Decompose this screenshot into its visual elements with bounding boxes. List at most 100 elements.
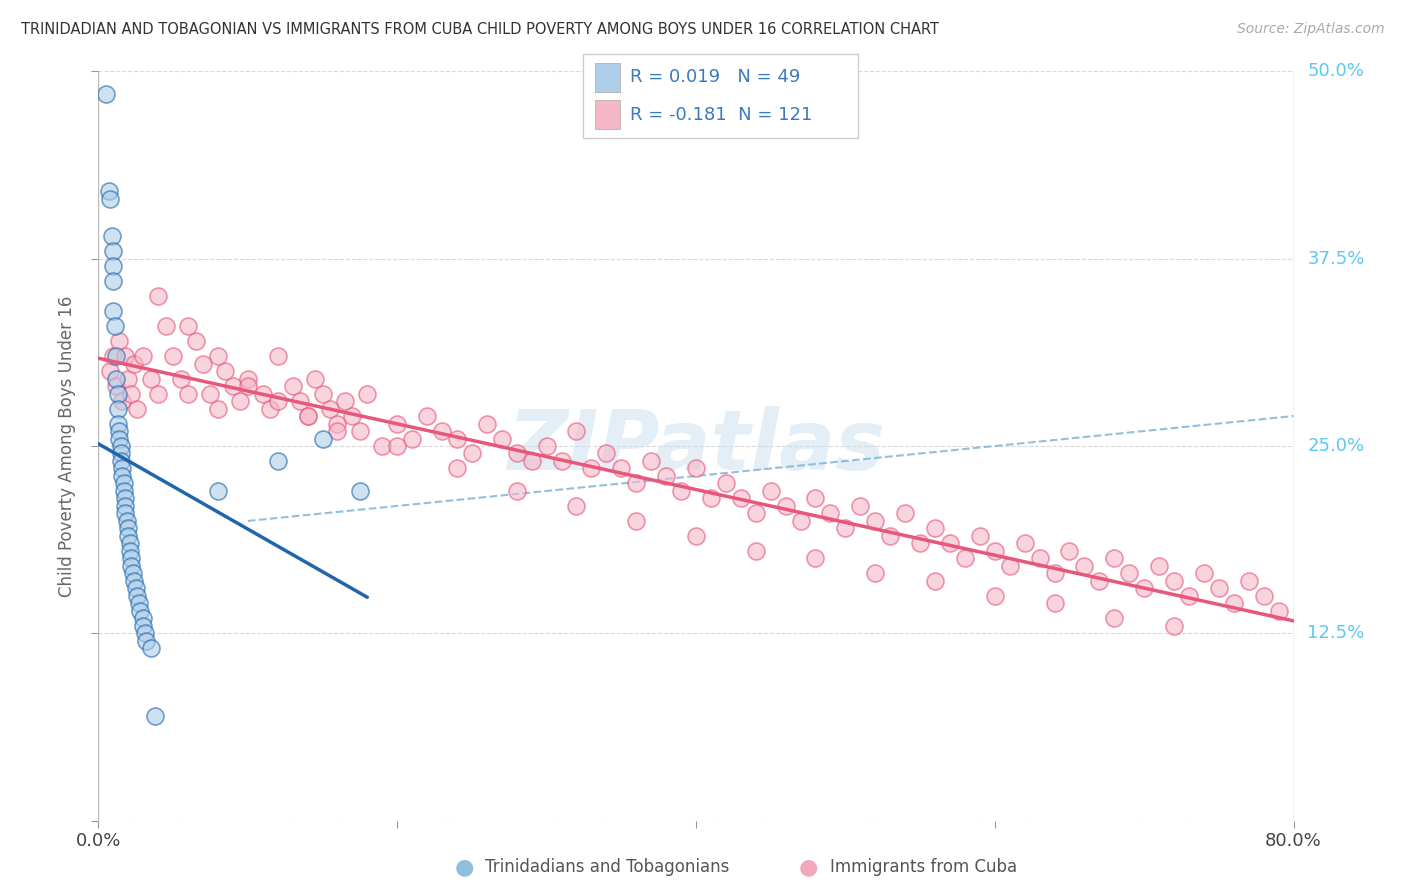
Point	[207, 349, 229, 363]
Point	[162, 349, 184, 363]
Point	[135, 633, 157, 648]
Point	[132, 349, 155, 363]
Point	[148, 386, 170, 401]
Point	[581, 461, 603, 475]
Point	[252, 386, 274, 401]
Point	[1043, 566, 1066, 581]
Point	[267, 349, 290, 363]
Point	[319, 401, 342, 416]
Point	[626, 476, 648, 491]
Point	[1014, 536, 1036, 550]
Point	[132, 611, 155, 625]
Point	[97, 184, 120, 198]
Point	[132, 619, 155, 633]
Point	[103, 349, 125, 363]
Point	[908, 536, 931, 550]
Point	[104, 319, 127, 334]
Point	[297, 409, 319, 423]
Point	[229, 394, 252, 409]
Point	[107, 417, 129, 431]
Point	[640, 454, 662, 468]
Point	[297, 409, 319, 423]
Point	[953, 551, 976, 566]
Point	[111, 461, 134, 475]
Point	[236, 371, 259, 385]
Point	[1253, 589, 1275, 603]
Point	[536, 439, 558, 453]
Y-axis label: Child Poverty Among Boys Under 16: Child Poverty Among Boys Under 16	[58, 295, 76, 597]
Point	[118, 536, 141, 550]
Point	[107, 386, 129, 401]
Point	[1059, 544, 1081, 558]
Point	[288, 394, 311, 409]
Point	[984, 589, 1007, 603]
Point	[114, 491, 136, 506]
Point	[1267, 604, 1289, 618]
Point	[669, 483, 692, 498]
Text: ZIPatlas: ZIPatlas	[508, 406, 884, 486]
Point	[834, 521, 856, 535]
Point	[595, 446, 617, 460]
Text: Immigrants from Cuba: Immigrants from Cuba	[830, 858, 1017, 876]
Point	[939, 536, 962, 550]
Point	[745, 544, 768, 558]
Point	[139, 641, 162, 656]
Point	[565, 424, 588, 438]
Point	[326, 417, 349, 431]
Point	[924, 574, 946, 588]
Point	[804, 491, 827, 506]
Point	[191, 357, 214, 371]
Point	[114, 349, 136, 363]
Point	[1178, 589, 1201, 603]
Point	[371, 439, 394, 453]
Point	[610, 461, 633, 475]
Point	[200, 386, 222, 401]
Point	[128, 596, 150, 610]
Point	[222, 379, 245, 393]
Point	[281, 379, 304, 393]
Point	[924, 521, 946, 535]
Point	[169, 371, 191, 385]
Point	[998, 558, 1021, 573]
Point	[110, 454, 132, 468]
Point	[98, 192, 122, 206]
Point	[120, 551, 142, 566]
Point	[304, 371, 326, 385]
Point	[129, 604, 152, 618]
Point	[984, 544, 1007, 558]
Point	[565, 499, 588, 513]
Point	[127, 589, 149, 603]
Point	[118, 544, 141, 558]
Point	[491, 432, 513, 446]
Point	[342, 409, 364, 423]
Point	[94, 87, 117, 101]
Point	[446, 432, 468, 446]
Point	[1163, 574, 1185, 588]
Point	[110, 439, 132, 453]
Point	[112, 483, 135, 498]
Point	[430, 424, 453, 438]
Point	[1147, 558, 1170, 573]
Point	[120, 386, 142, 401]
Point	[139, 371, 162, 385]
Point	[745, 507, 768, 521]
Point	[506, 483, 529, 498]
Point	[416, 409, 439, 423]
Point	[127, 401, 149, 416]
Point	[446, 461, 468, 475]
Point	[101, 229, 124, 244]
Point	[1104, 551, 1126, 566]
Point	[1208, 582, 1230, 596]
Point	[804, 551, 827, 566]
Point	[155, 319, 177, 334]
Text: 12.5%: 12.5%	[1308, 624, 1365, 642]
Point	[117, 529, 139, 543]
Point	[103, 304, 125, 318]
Point	[626, 514, 648, 528]
Point	[108, 334, 131, 348]
Point	[506, 446, 529, 460]
Point	[894, 507, 917, 521]
Text: 37.5%: 37.5%	[1308, 250, 1365, 268]
Text: 50.0%: 50.0%	[1308, 62, 1364, 80]
Point	[311, 386, 333, 401]
